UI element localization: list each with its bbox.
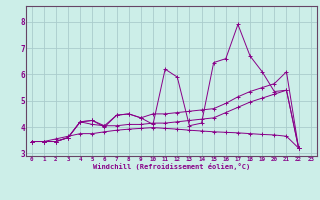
X-axis label: Windchill (Refroidissement éolien,°C): Windchill (Refroidissement éolien,°C) xyxy=(92,163,250,170)
